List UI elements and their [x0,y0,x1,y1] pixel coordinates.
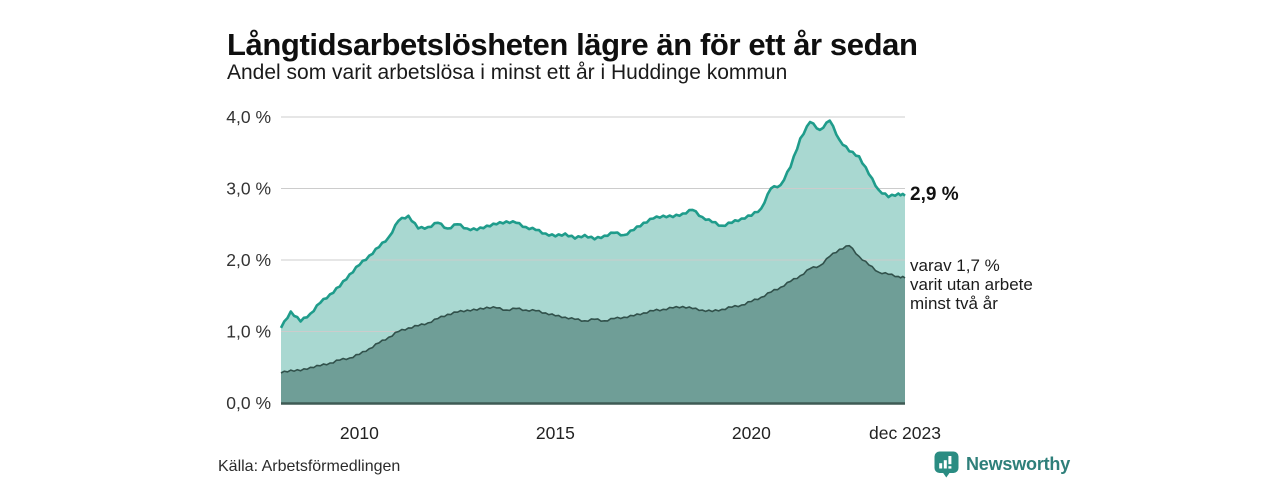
end-label-two-years-line1: varav 1,7 % [910,256,1000,275]
series-2yr-area [281,245,905,403]
x-tick-label-2020: 2020 [732,423,771,443]
page-title: Långtidsarbetslösheten lägre än för ett … [227,26,918,62]
end-label-two-years: varav 1,7 % varit utan arbete minst två … [910,256,1033,313]
newsworthy-logo: Newsworthy [934,451,1070,478]
x-tick-label-2010: 2010 [340,423,379,443]
y-tick-label-1: 1,0 % [226,322,271,342]
y-tick-label-4: 4,0 % [226,107,271,127]
y-tick-label-2: 2,0 % [226,250,271,270]
x-tick-label-dec-2023: dec 2023 [869,423,941,443]
y-tick-label-0: 0,0 % [226,393,271,413]
end-label-latest-value: 2,9 % [910,184,959,205]
source-attribution: Källa: Arbetsförmedlingen [218,458,401,475]
newsworthy-pin-chart-icon [934,451,959,478]
y-tick-label-3: 3,0 % [226,179,271,199]
end-label-two-years-line2: varit utan arbete [910,275,1033,294]
end-label-two-years-line3: minst två år [910,294,998,313]
page-subtitle: Andel som varit arbetslösa i minst ett å… [227,61,788,84]
series-2yr-line [280,244,906,374]
newsworthy-brand-text: Newsworthy [966,454,1071,474]
x-tick-label-2015: 2015 [536,423,575,443]
series-1yr-line [279,119,906,329]
